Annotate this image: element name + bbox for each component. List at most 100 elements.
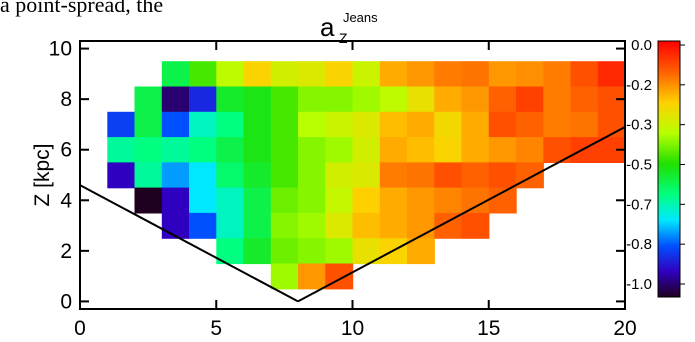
heatmap-cell <box>352 137 381 163</box>
heatmap-cell <box>543 111 572 138</box>
axis-ticks: 0 5 10 15 20 0 2 4 6 8 10 <box>49 38 637 340</box>
heatmap-cell <box>407 187 435 214</box>
boundary-line <box>79 184 299 303</box>
heatmap-cell <box>516 111 544 138</box>
heatmap-cell <box>270 162 299 189</box>
y-tick-label: 8 <box>60 88 72 111</box>
heatmap-cell <box>407 137 435 163</box>
y-tick-label: 2 <box>60 240 72 263</box>
heatmap-cell <box>298 263 326 290</box>
heatmap-cell <box>434 86 463 113</box>
heatmap-cell <box>407 212 435 239</box>
heatmap-cell <box>407 111 435 138</box>
heatmap-cell <box>379 187 408 214</box>
heatmap-cell <box>488 111 517 138</box>
colorbar-tick-label: -0.5 <box>626 157 652 174</box>
heatmap-cell <box>379 212 408 239</box>
heatmap-cell <box>161 212 190 239</box>
colorbar-ticks: 0.0 -0.2 -0.3 -0.5 -0.7 -0.8 -1.0 <box>626 37 685 293</box>
heatmap-cell <box>161 86 190 113</box>
heatmap-cell <box>543 137 572 163</box>
heatmap-cell <box>434 61 463 88</box>
heatmap-cell <box>270 187 299 214</box>
heatmap-cell <box>189 86 217 113</box>
heatmap-cell <box>161 111 190 138</box>
y-axis-label: Z [kpc] <box>31 143 54 206</box>
heatmap-cell <box>298 61 326 88</box>
heatmap-cell <box>543 61 572 88</box>
heatmap-cell <box>107 162 136 189</box>
heatmap-cell <box>379 61 408 88</box>
heatmap-cell <box>325 238 354 265</box>
y-tick-label: 6 <box>60 139 72 162</box>
heatmap-cell <box>243 61 272 88</box>
heatmap-cell <box>243 162 272 189</box>
heatmap-cell <box>243 137 272 163</box>
heatmap-cell <box>270 263 299 290</box>
heatmap-cell <box>570 137 599 163</box>
heatmap-cell <box>243 238 272 265</box>
heatmap-cell <box>134 162 163 189</box>
heatmap-cell <box>379 162 408 189</box>
colorbar-tick-label: -0.7 <box>626 196 652 213</box>
heatmap-cell <box>134 86 163 113</box>
heatmap-cell <box>379 111 408 138</box>
heatmap-cell <box>434 187 463 214</box>
heatmap-cell <box>461 212 490 239</box>
heatmap-cell <box>570 111 599 138</box>
y-tick-label: 0 <box>60 290 72 313</box>
boundary-line <box>297 126 626 303</box>
heatmap-cell <box>243 212 272 239</box>
heatmap-cell <box>107 111 136 138</box>
colorbar-tick-label: -0.8 <box>626 236 652 253</box>
heatmap-cell <box>325 212 354 239</box>
heatmap-cell <box>516 86 544 113</box>
heatmap-cell <box>516 61 544 88</box>
heatmap-cell <box>189 137 217 163</box>
x-tick-label: 15 <box>477 317 500 340</box>
heatmap-cell <box>161 137 190 163</box>
colorbar-tick-label: -1.0 <box>626 276 652 293</box>
colorbar-tick-label: 0.0 <box>631 37 652 54</box>
heatmap-cell <box>680 87 695 113</box>
chart-title: a Z Jeans <box>320 10 378 47</box>
heatmap-cell <box>325 111 354 138</box>
heatmap-cell <box>134 111 163 138</box>
page-top-text: a point-spread, the <box>0 0 164 17</box>
heatmap-cell <box>161 187 190 214</box>
colorbar-tick-label: -0.3 <box>626 117 652 134</box>
heatmap-cell <box>488 162 517 189</box>
heatmap-cell <box>298 238 326 265</box>
heatmap-cell <box>461 111 490 138</box>
heatmap-cell <box>407 86 435 113</box>
heatmap-cell <box>298 86 326 113</box>
heatmap-cell <box>461 86 490 113</box>
heatmap-cell <box>516 137 544 163</box>
heatmap-cell <box>325 162 354 189</box>
heatmap-cell <box>243 86 272 113</box>
heatmap-cell <box>189 212 217 239</box>
heatmap-cell <box>407 162 435 189</box>
heatmap-cell <box>134 137 163 163</box>
y-tick-label: 10 <box>49 38 72 61</box>
heatmap-cell <box>488 61 517 88</box>
heatmap-cell <box>407 238 435 265</box>
chart-title-superscript: Jeans <box>343 10 378 25</box>
heatmap-cell <box>270 238 299 265</box>
heatmap-cell <box>216 162 245 189</box>
heatmap-cell <box>379 137 408 163</box>
heatmap-cell <box>461 187 490 214</box>
heatmap-cell <box>298 162 326 189</box>
heatmap-cell <box>189 187 217 214</box>
heatmap-cell <box>189 61 217 88</box>
colorbar-tick-label: -0.2 <box>626 77 652 94</box>
heatmap-cell <box>325 61 354 88</box>
heatmap-cell <box>434 111 463 138</box>
heatmap-cell <box>270 111 299 138</box>
heatmap-cell <box>488 86 517 113</box>
heatmap-cell <box>461 162 490 189</box>
heatmap-cell <box>216 187 245 214</box>
heatmap-cell <box>488 137 517 163</box>
heatmap-cell <box>216 86 245 113</box>
